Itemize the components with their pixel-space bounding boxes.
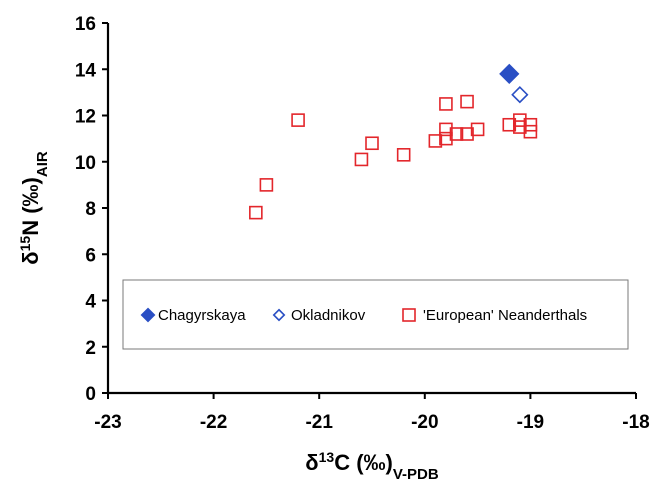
- y-axis-title: δ15N (‰)AIR: [17, 151, 51, 265]
- x-tick-label: -23: [94, 412, 121, 433]
- x-tick-label: -19: [517, 412, 544, 433]
- data-point: [460, 127, 474, 141]
- data-point: [460, 94, 474, 109]
- legend-label: Chagyrskaya: [158, 307, 246, 324]
- legend-marker: [402, 308, 416, 322]
- data-point: [291, 113, 305, 127]
- y-tick-label: 16: [75, 14, 96, 35]
- x-tick-label: -22: [200, 412, 227, 433]
- legend-label: Okladnikov: [291, 307, 366, 324]
- data-point: [439, 97, 453, 111]
- legend-marker: [272, 308, 286, 322]
- axis-title-prefix: δ: [18, 251, 43, 264]
- legend-marker: [140, 307, 156, 323]
- y-tick-label: 6: [85, 245, 96, 266]
- data-point: [513, 113, 527, 127]
- data-point: [428, 134, 443, 148]
- legend-entry: Okladnikov: [272, 307, 366, 324]
- x-tick-label: -21: [305, 412, 333, 433]
- x-tick-label: -18: [622, 412, 649, 433]
- data-point: [439, 131, 453, 146]
- axis-title-subscript: AIR: [34, 151, 51, 177]
- axis-title-main: C (‰): [334, 450, 393, 475]
- data-point: [470, 122, 485, 137]
- y-tick-label: 0: [85, 384, 96, 405]
- data-point: [439, 122, 453, 137]
- data-point: [523, 117, 538, 132]
- data-point: [511, 86, 529, 104]
- legend-box: [122, 279, 629, 350]
- axis-title-superscript: 13: [319, 449, 335, 465]
- y-tick-label: 4: [85, 292, 96, 313]
- data-point: [523, 124, 538, 139]
- data-point: [365, 136, 379, 151]
- axes: [102, 22, 637, 399]
- x-axis-title: δ13C (‰)V-PDB: [305, 449, 439, 479]
- legend-label: 'European' Neanderthals: [423, 307, 587, 324]
- axis-title-prefix: δ: [305, 450, 318, 475]
- data-point: [249, 205, 263, 220]
- y-tick-label: 2: [85, 338, 96, 359]
- legend-entry: Chagyrskaya: [140, 307, 246, 324]
- data-point: [502, 117, 517, 132]
- data-point: [354, 152, 369, 167]
- data-point: [396, 148, 411, 162]
- axis-title-superscript: 15: [17, 236, 33, 252]
- y-tick-label: 14: [75, 60, 97, 81]
- legend-entry: 'European' Neanderthals: [402, 307, 587, 324]
- data-point: [499, 63, 520, 85]
- data-point: [259, 178, 274, 192]
- axis-title-subscript: V-PDB: [393, 466, 439, 479]
- series-chagyrskaya: [499, 63, 520, 85]
- legend: Chagyrskaya Okladnikov 'European' Neandert…: [122, 279, 629, 350]
- series-european-neanderthals: [249, 94, 538, 220]
- tick-labels: 0 2 4 6 8 10 12 14 16 -23 -22 -21 -20 -19 -18: [75, 14, 650, 433]
- data-points: [249, 63, 538, 220]
- series-okladnikov: [511, 86, 529, 104]
- y-tick-label: 12: [75, 107, 96, 128]
- y-tick-label: 10: [75, 153, 96, 174]
- axis-title-main: N (‰): [18, 177, 43, 236]
- data-point: [513, 120, 527, 134]
- data-point: [449, 127, 464, 141]
- x-tick-label: -20: [411, 412, 438, 433]
- y-tick-label: 8: [85, 199, 96, 220]
